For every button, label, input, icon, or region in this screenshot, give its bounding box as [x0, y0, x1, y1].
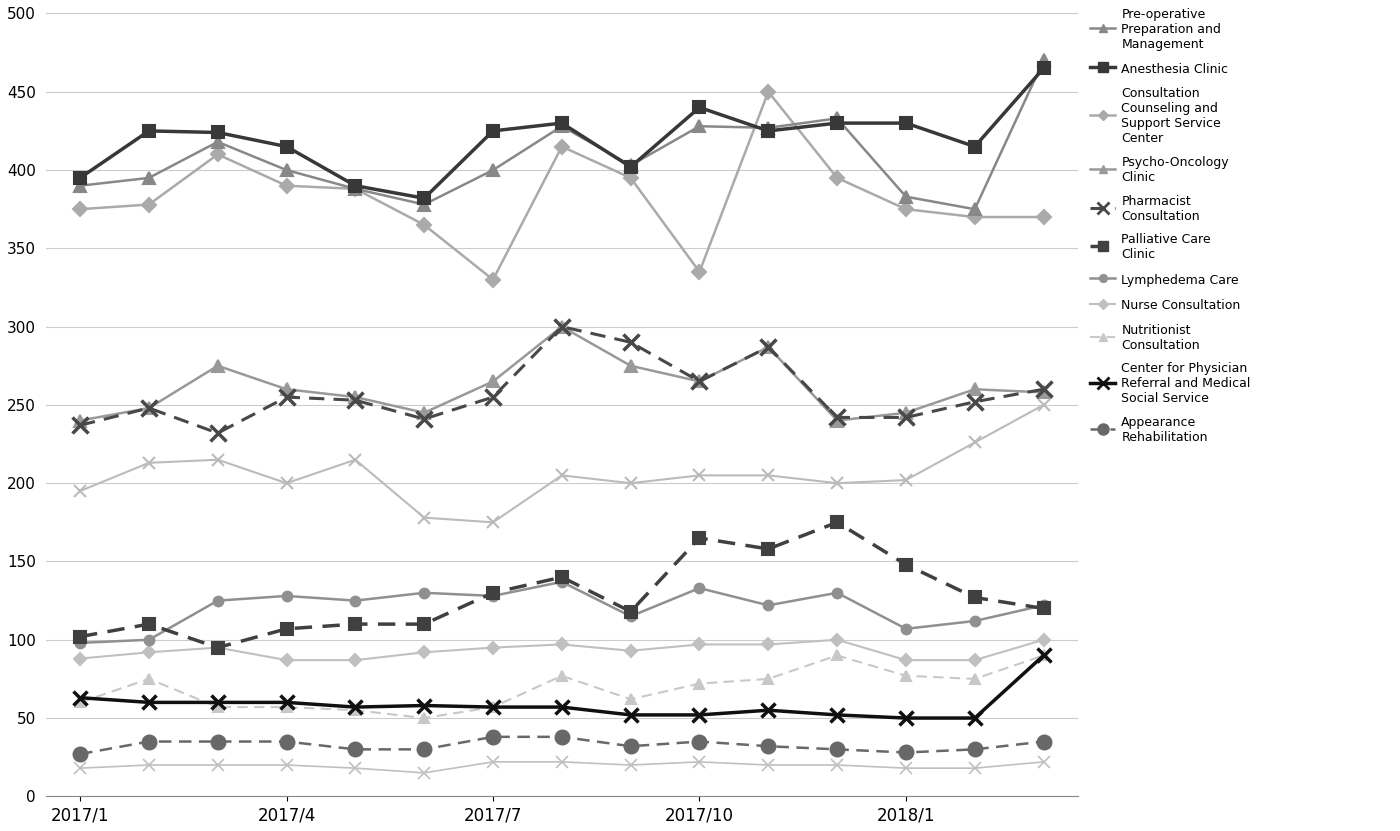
Legend: Pre-operative
Preparation and
Management, Anesthesia Clinic, Consultation
Counse: Pre-operative Preparation and Management… [1086, 4, 1254, 448]
